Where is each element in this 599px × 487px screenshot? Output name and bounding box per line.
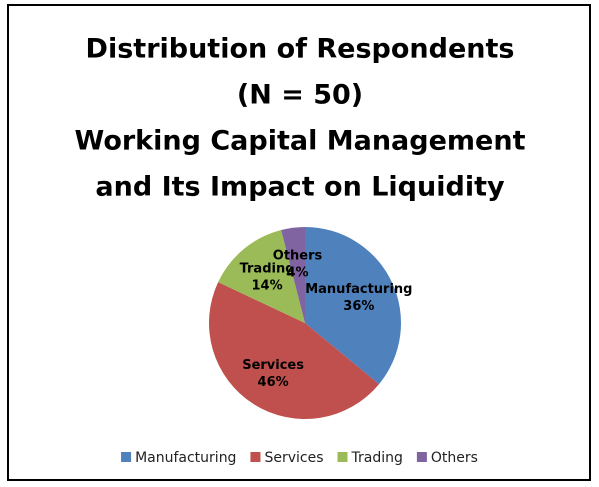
chart-title: Distribution of Respondents	[86, 34, 515, 65]
pie-slice	[218, 230, 305, 323]
slice-value-label: 14%	[251, 279, 282, 294]
chart-title: Working Capital Management	[75, 126, 526, 157]
legend-label: Trading	[351, 450, 403, 466]
legend-swatch	[121, 452, 132, 462]
pie-slice	[209, 282, 379, 419]
slice-category-label: Manufacturing	[305, 282, 412, 297]
legend-swatch	[416, 452, 427, 462]
legend-label: Manufacturing	[135, 450, 236, 466]
chart-title: (N = 50)	[237, 80, 363, 111]
legend-label: Others	[431, 450, 478, 466]
legend-label: Services	[264, 450, 323, 466]
legend-swatch	[250, 452, 261, 462]
pie-slice	[305, 227, 401, 385]
slice-category-label: Trading	[240, 262, 295, 277]
slice-value-label: 36%	[343, 299, 374, 314]
slice-value-label: 4%	[287, 265, 309, 280]
slice-value-label: 46%	[258, 375, 289, 390]
legend-swatch	[337, 452, 348, 462]
chart-title: and Its Impact on Liquidity	[95, 172, 505, 203]
legend: Manufacturing Services Trading Others	[121, 450, 478, 466]
pie-slice	[281, 227, 305, 323]
slice-category-label: Services	[242, 358, 304, 373]
slice-category-label: Others	[273, 248, 323, 263]
